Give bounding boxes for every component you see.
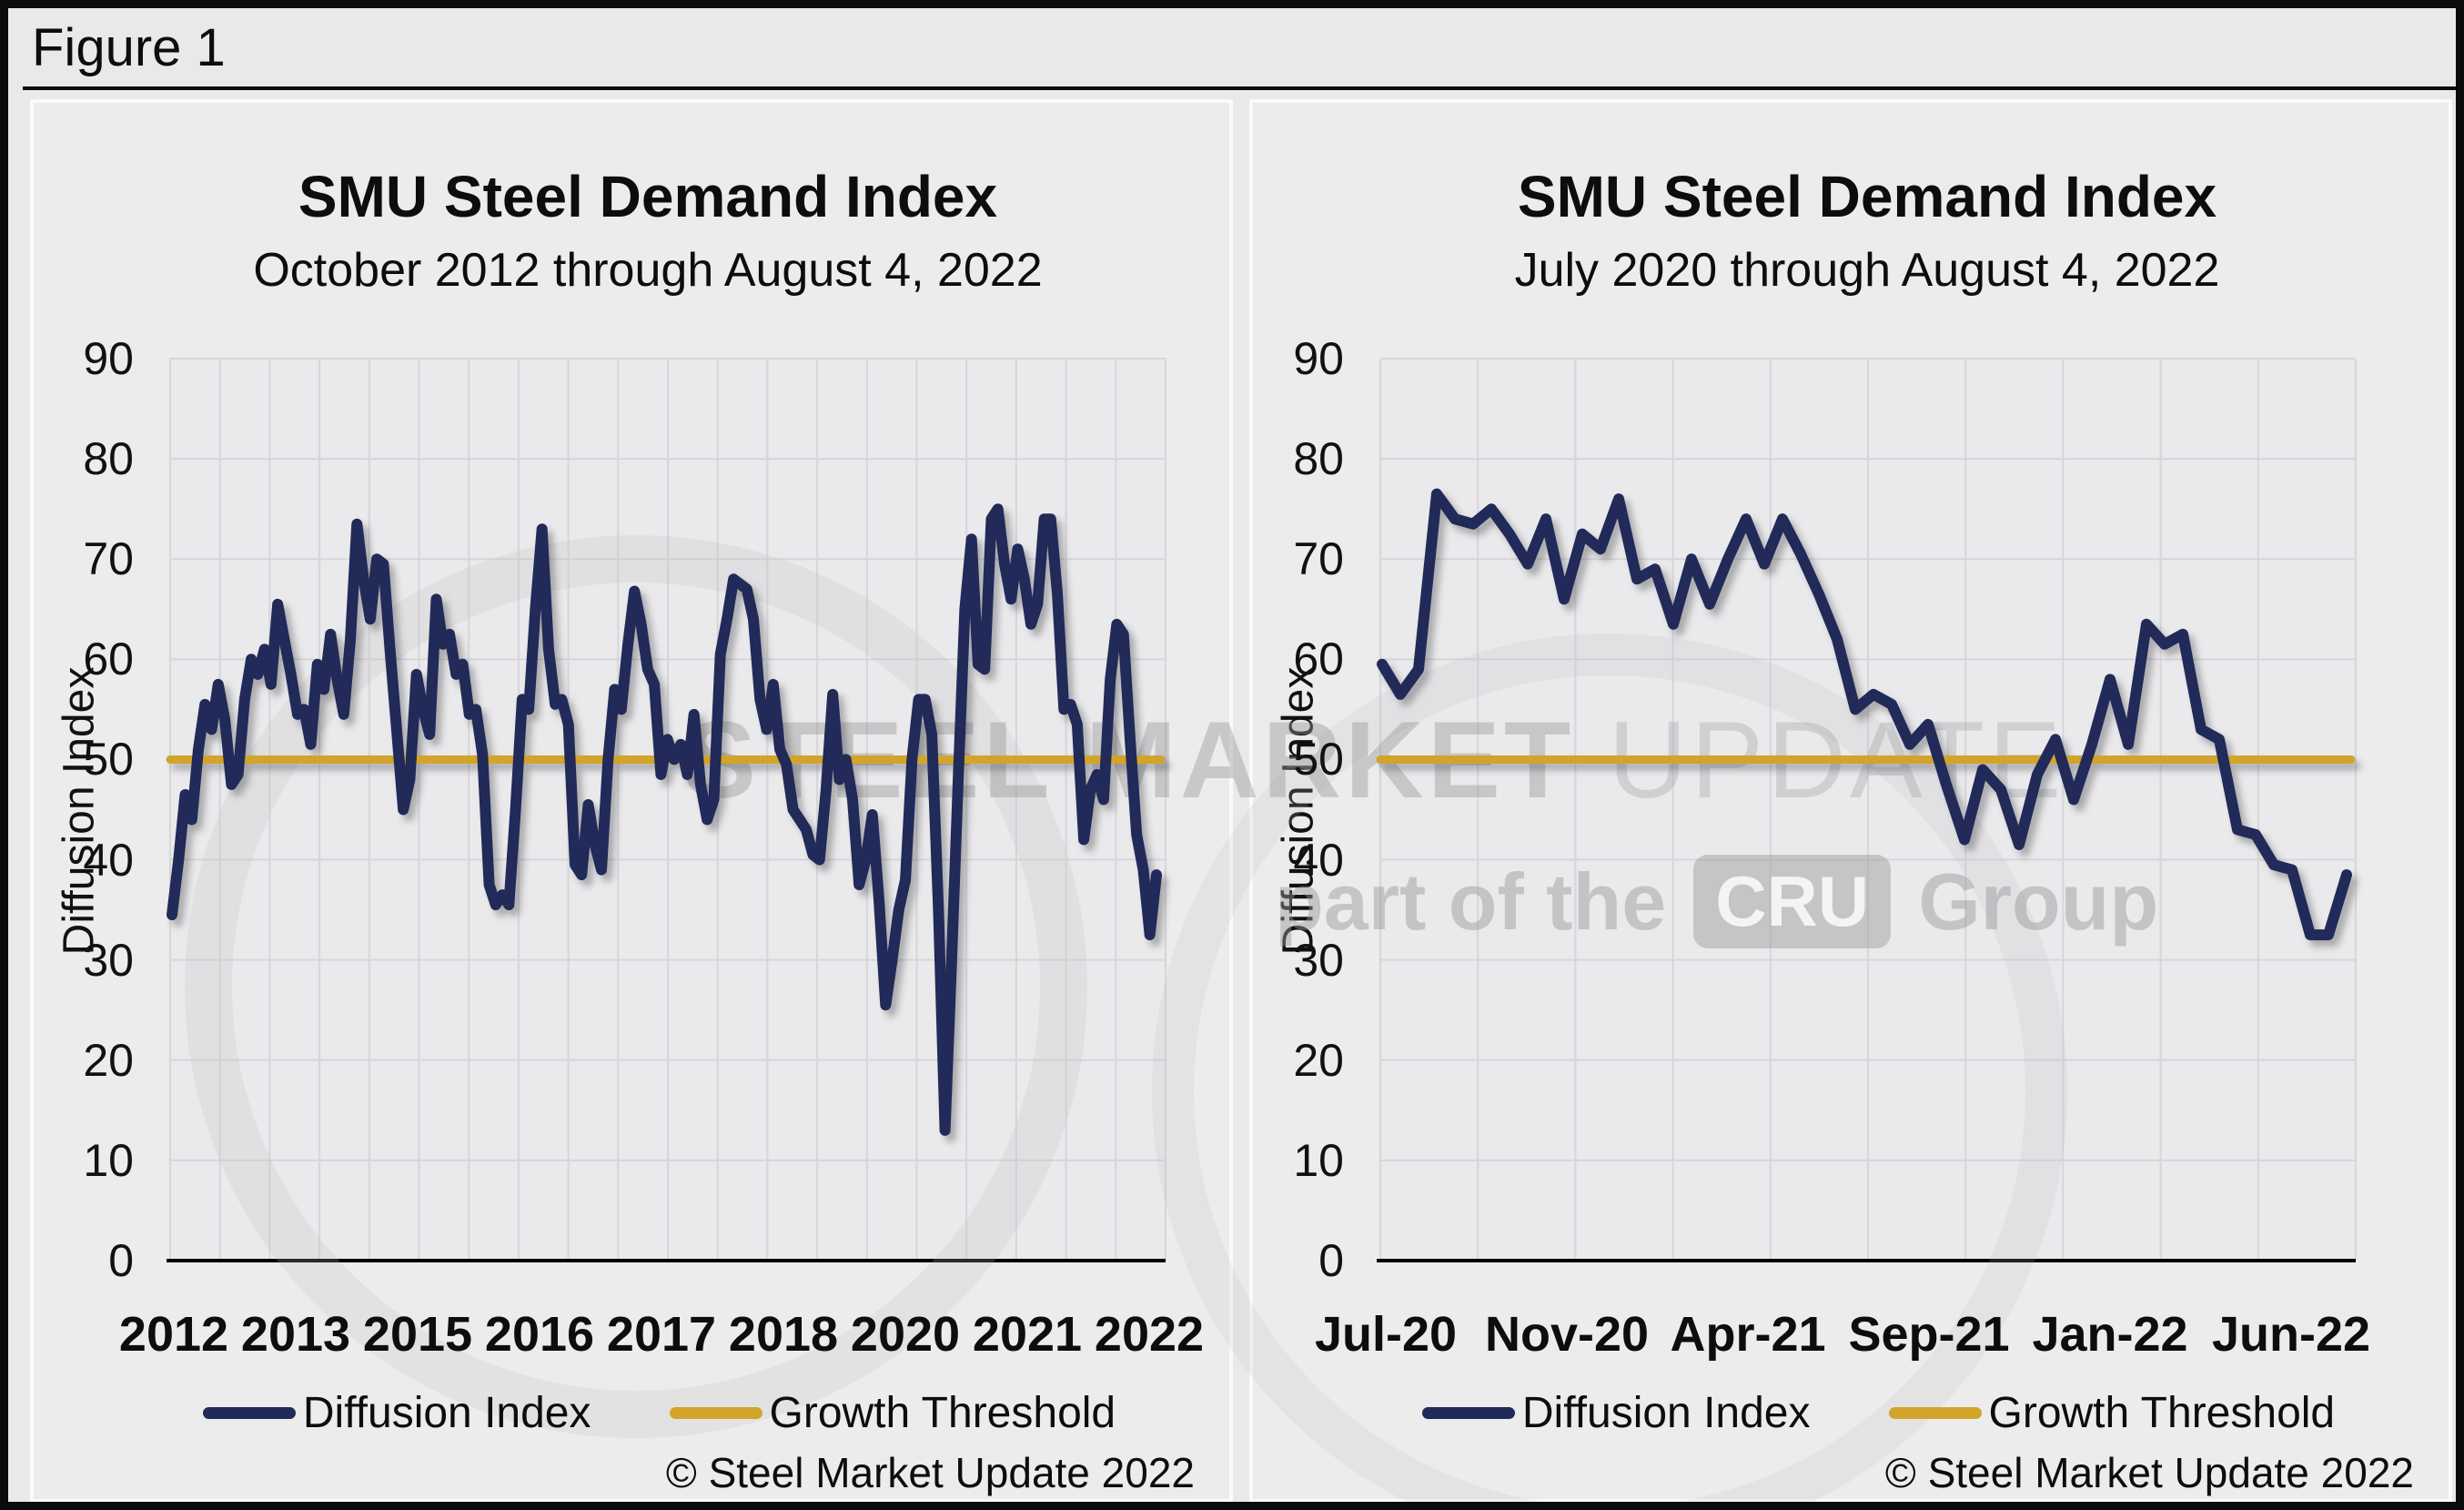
- chart-title: SMU Steel Demand Index: [1517, 164, 2217, 229]
- y-tick-label: 30: [83, 934, 134, 986]
- y-tick-label: 30: [1293, 934, 1344, 986]
- legend-label: Growth Threshold: [1988, 1389, 2336, 1437]
- x-tick-label: Sep-21: [1848, 1307, 2010, 1362]
- y-tick-label: 40: [83, 834, 134, 886]
- growth-threshold-line-swatch: [669, 1407, 762, 1419]
- x-tick-label: Jan-22: [2032, 1307, 2188, 1362]
- legend-item-diffusion-index: Diffusion Index: [202, 1388, 591, 1438]
- y-tick-label: 70: [1293, 533, 1344, 585]
- x-tick-label: Apr-21: [1670, 1307, 1826, 1362]
- growth-threshold-line-swatch: [1888, 1407, 1982, 1419]
- y-tick-label: 20: [1293, 1034, 1344, 1086]
- y-tick-label: 20: [83, 1034, 134, 1086]
- figure-header: Figure 1: [8, 8, 2456, 90]
- x-tick-label: 2012: [118, 1307, 229, 1362]
- legend-item-growth-threshold: Growth Threshold: [1888, 1388, 2336, 1438]
- x-tick-label: 2017: [606, 1307, 717, 1362]
- x-tick-label: 2022: [1094, 1307, 1205, 1362]
- x-tick-label: Nov-20: [1484, 1307, 1650, 1362]
- x-tick-label: Jul-20: [1314, 1307, 1458, 1362]
- y-tick-label: 90: [83, 333, 134, 384]
- chart-series-layer: [166, 503, 1166, 1136]
- header-rule: [23, 86, 2456, 90]
- chart-legend: Diffusion Index Growth Threshold: [161, 1388, 1157, 1438]
- chart-legend: Diffusion Index Growth Threshold: [1380, 1388, 2377, 1438]
- x-tick-label: 2018: [728, 1307, 839, 1362]
- y-tick-label: 10: [83, 1134, 134, 1186]
- legend-item-growth-threshold: Growth Threshold: [669, 1388, 1116, 1438]
- x-tick-label: 2016: [484, 1307, 595, 1362]
- y-tick-label: 80: [83, 433, 134, 485]
- x-tick-label: Jun-22: [2211, 1307, 2371, 1362]
- y-tick-label: 90: [1293, 333, 1344, 384]
- copyright-note: © Steel Market Update 2022: [1884, 1449, 2414, 1496]
- x-tick-label: 2015: [362, 1307, 473, 1362]
- y-tick-label: 60: [83, 633, 134, 685]
- chart-series-layer: [1376, 488, 2356, 941]
- y-tick-label: 0: [1318, 1235, 1344, 1286]
- y-tick-label: 50: [83, 734, 134, 785]
- y-tick-label: 50: [1293, 734, 1344, 785]
- chart-panel-recent-history: SMU Steel Demand Index July 2020 through…: [1249, 99, 2452, 1502]
- x-tick-label: 2020: [850, 1307, 961, 1362]
- y-tick-label: 40: [1293, 834, 1344, 886]
- legend-label: Diffusion Index: [1521, 1389, 1811, 1437]
- diffusion-index-line-swatch: [1421, 1407, 1515, 1419]
- legend-item-diffusion-index: Diffusion Index: [1421, 1388, 1811, 1438]
- chart-title: SMU Steel Demand Index: [298, 164, 998, 229]
- y-tick-label: 70: [83, 533, 134, 585]
- copyright-note: © Steel Market Update 2022: [665, 1449, 1195, 1496]
- y-tick-label: 80: [1293, 433, 1344, 485]
- chart-panel-full-history: SMU Steel Demand Index October 2012 thro…: [30, 99, 1233, 1502]
- y-tick-label: 10: [1293, 1134, 1344, 1186]
- legend-label: Growth Threshold: [769, 1389, 1116, 1437]
- x-tick-label: 2013: [240, 1307, 351, 1362]
- diffusion-index-line-swatch: [202, 1407, 296, 1419]
- figure-label: Figure 1: [32, 18, 226, 77]
- y-tick-label: 60: [1293, 633, 1344, 685]
- y-tick-label: 0: [108, 1235, 134, 1286]
- legend-label: Diffusion Index: [302, 1389, 591, 1437]
- x-tick-label: 2021: [972, 1307, 1083, 1362]
- chart-subtitle: October 2012 through August 4, 2022: [253, 244, 1043, 297]
- chart-subtitle: July 2020 through August 4, 2022: [1514, 244, 2220, 297]
